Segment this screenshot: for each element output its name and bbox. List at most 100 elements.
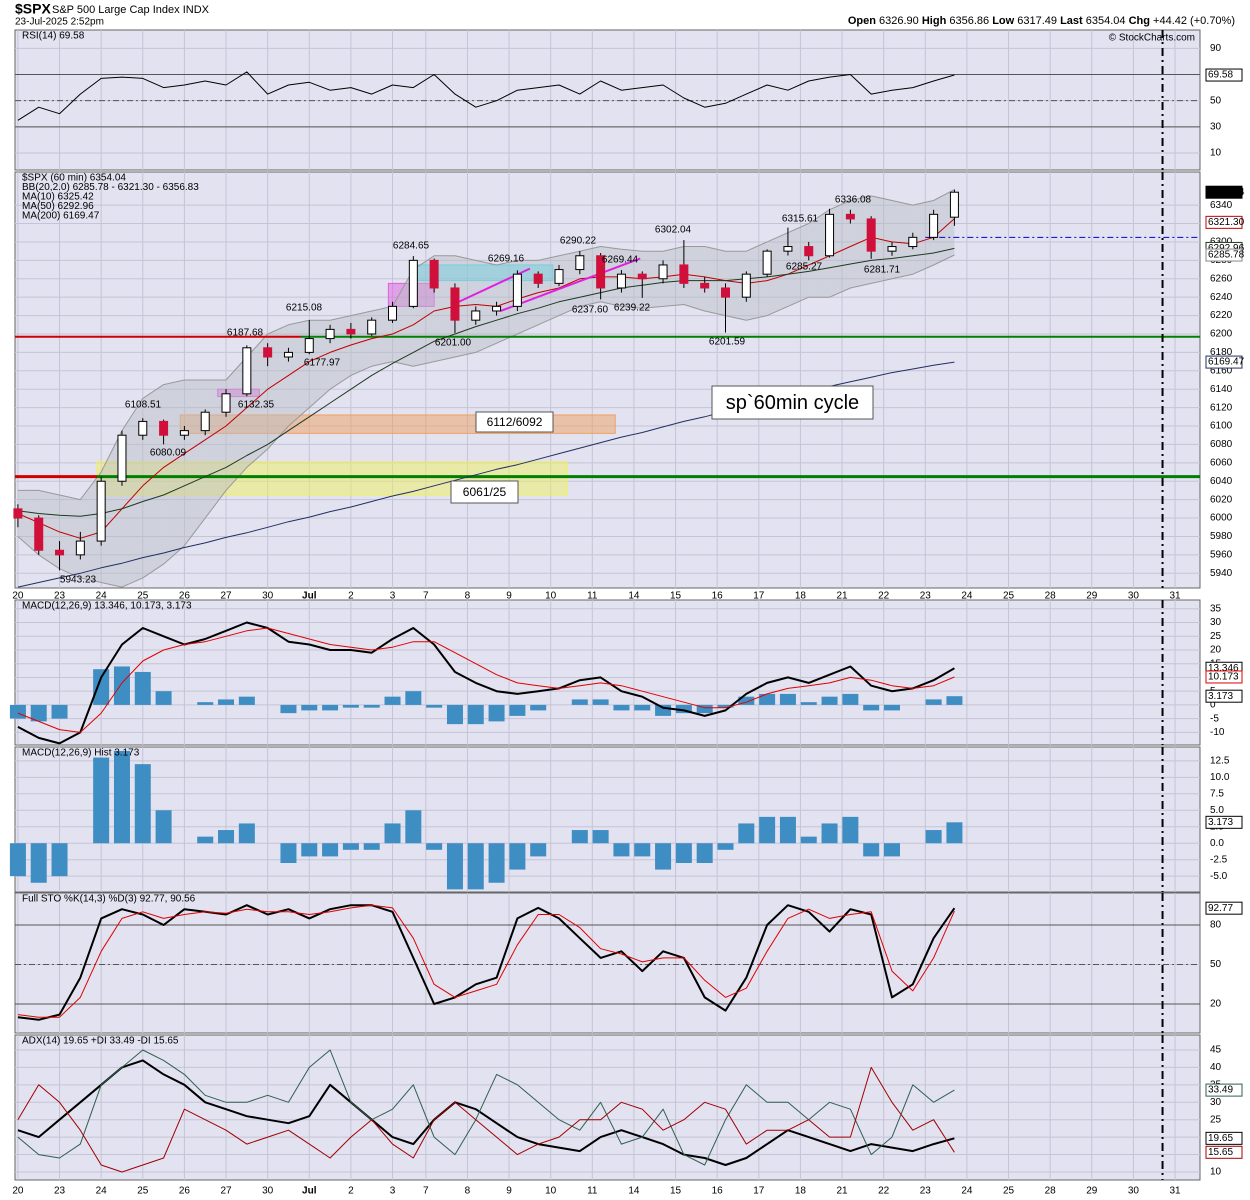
bollinger-band xyxy=(267,324,289,450)
candle-body xyxy=(325,328,335,340)
y-tick-label: 50 xyxy=(1210,959,1222,970)
x-tick-label: 3 xyxy=(390,591,396,602)
y-tick-label: 50 xyxy=(1210,95,1222,106)
last-value-label: 3.173 xyxy=(1208,691,1233,702)
x-tick-label: 7 xyxy=(423,591,429,602)
x-tick-label: 29 xyxy=(1086,591,1098,602)
last-value-box xyxy=(1205,185,1243,199)
x-tick-label: 9 xyxy=(506,591,512,602)
quote-value: 6317.49 xyxy=(1017,15,1057,27)
panel-legend: ADX(14) 19.65 +DI 33.49 -DI 15.65 xyxy=(22,1036,179,1047)
x-tick-label: Jul xyxy=(302,591,317,602)
price-annotation: 6132.35 xyxy=(238,400,275,411)
panel-legend: MA(200) 6169.47 xyxy=(22,211,100,222)
last-value-tag: 6285.78 xyxy=(1205,248,1245,262)
histogram-bar xyxy=(467,843,484,890)
candle-body xyxy=(783,246,793,252)
candle-body xyxy=(263,347,273,358)
x-tick-label: 27 xyxy=(220,591,232,602)
last-value-tag: 19.65 xyxy=(1205,1131,1243,1145)
bollinger-band xyxy=(205,380,227,519)
price-annotation: 6285.27 xyxy=(786,262,823,273)
bollinger-band xyxy=(59,495,81,578)
candle-body xyxy=(804,246,814,257)
candle-body xyxy=(367,319,377,335)
histogram-bar xyxy=(426,704,443,708)
price-annotation: 6108.51 xyxy=(125,400,162,411)
histogram-bar xyxy=(759,816,776,844)
histogram-bar xyxy=(363,843,380,850)
histogram-bar xyxy=(218,830,235,844)
histogram-bar xyxy=(779,693,796,705)
y-tick-label: 25 xyxy=(1210,631,1222,642)
x-tick-label: 2 xyxy=(348,591,354,602)
y-tick-label: 5980 xyxy=(1210,531,1233,542)
y-tick-label: 6060 xyxy=(1210,457,1233,468)
histogram-bar xyxy=(238,696,255,705)
histogram-bar xyxy=(634,704,651,711)
x-tick-label: 16 xyxy=(712,591,724,602)
last-value-label: 19.65 xyxy=(1208,1133,1233,1144)
y-tick-label: 6160 xyxy=(1210,365,1233,376)
histogram-bar xyxy=(842,693,859,705)
x-tick-label: 20 xyxy=(12,1186,24,1197)
last-value-label: 6285.78 xyxy=(1208,250,1245,261)
quote-label: Open xyxy=(848,15,876,27)
price-annotation: 6201.59 xyxy=(709,337,746,348)
x-tick-label: 18 xyxy=(795,591,807,602)
y-tick-label: 6240 xyxy=(1210,292,1233,303)
y-tick-label: 6260 xyxy=(1210,273,1233,284)
candle-body xyxy=(658,264,668,280)
histogram-bar xyxy=(9,704,26,719)
annotation-box xyxy=(475,411,554,433)
quote-value: 6326.90 xyxy=(879,15,919,27)
symbol: $SPX xyxy=(15,1,51,17)
histogram-bar xyxy=(238,823,255,844)
price-annotation: 6269.44 xyxy=(602,255,639,266)
series-line xyxy=(17,621,955,745)
candle-body xyxy=(825,213,835,257)
last-value-tag: 6354.04 xyxy=(1205,185,1245,199)
y-tick-label: 30 xyxy=(1210,617,1222,628)
histogram-bar xyxy=(800,702,817,705)
x-tick-label: 3 xyxy=(390,1186,396,1197)
price-annotation: 6239.22 xyxy=(614,303,651,314)
x-tick-label: 21 xyxy=(836,1186,848,1197)
x-tick-label: 14 xyxy=(628,1186,640,1197)
x-tick-label: 23 xyxy=(54,591,66,602)
datetime: 23-Jul-2025 2:52pm xyxy=(15,17,104,28)
histogram-bar xyxy=(946,696,963,705)
bollinger-band xyxy=(808,209,830,298)
series-line xyxy=(17,247,955,517)
y-tick-label: 25 xyxy=(1210,1114,1222,1125)
candle-body xyxy=(138,420,148,436)
last-value-label: 69.58 xyxy=(1208,70,1233,81)
histogram-bar xyxy=(134,764,151,844)
y-tick-label: 12.5 xyxy=(1210,755,1230,766)
histogram-bar xyxy=(342,704,359,708)
x-tick-label: 25 xyxy=(1003,1186,1015,1197)
histogram-bar xyxy=(30,843,47,883)
credit: © StockCharts.com xyxy=(1109,33,1195,44)
candle-body xyxy=(700,282,710,289)
bollinger-band xyxy=(288,320,310,427)
candle-body xyxy=(75,540,85,556)
quote-value: +44.42 (+0.70%) xyxy=(1153,15,1235,27)
candle-body xyxy=(13,508,23,519)
x-tick-label: 31 xyxy=(1169,591,1181,602)
histogram-bar xyxy=(530,843,547,857)
y-tick-label: -5.0 xyxy=(1210,871,1228,882)
histogram-bar xyxy=(9,843,26,877)
last-value-tag: 6321.30 xyxy=(1205,215,1245,229)
last-value-box xyxy=(1205,689,1243,703)
price-annotation: 6290.22 xyxy=(560,236,597,247)
last-value-box xyxy=(1205,815,1243,829)
y-tick-label: 6080 xyxy=(1210,439,1233,450)
bollinger-band xyxy=(101,430,122,588)
x-tick-label: 24 xyxy=(96,1186,108,1197)
histogram-bar xyxy=(93,669,110,705)
candle-body xyxy=(159,420,169,436)
bollinger-band xyxy=(350,310,372,376)
y-tick-label: -5 xyxy=(1210,713,1219,724)
